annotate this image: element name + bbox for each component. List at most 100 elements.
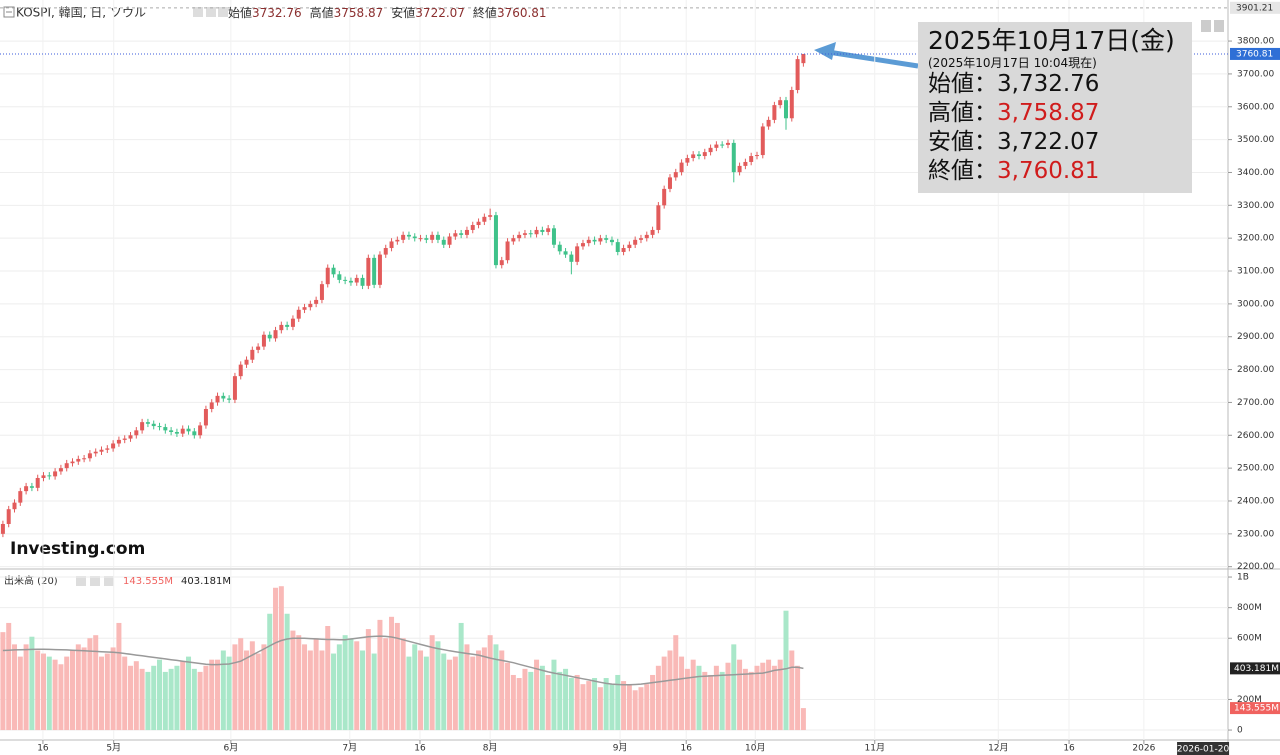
last-value-box [1230, 662, 1280, 675]
y-tick-label: 3600.00 [1237, 102, 1274, 112]
volume-bar [800, 708, 806, 731]
scroll-icon[interactable] [1214, 20, 1224, 32]
candle-body [633, 239, 638, 245]
collapse-icon[interactable] [3, 6, 15, 18]
volume-bar [621, 681, 627, 731]
volume-title: 出来高 (20) [4, 574, 58, 587]
annotation-label: 始値： [928, 71, 997, 97]
volume-bar [719, 671, 725, 731]
candle-body [151, 423, 156, 427]
volume-bar [319, 650, 325, 731]
candle-body [679, 162, 684, 173]
candle-body [93, 451, 98, 454]
legend-value: 3760.81 [497, 6, 547, 20]
candle-body [41, 475, 46, 478]
candle-body [267, 334, 272, 339]
candle-body [778, 100, 783, 106]
candle-body [331, 267, 336, 275]
candle-body [377, 254, 382, 285]
legend-value: 3732.76 [252, 6, 302, 20]
volume-bar [145, 671, 151, 731]
volume-bar [580, 684, 586, 731]
y-tick-label: 3200.00 [1237, 234, 1274, 244]
candle-body [308, 303, 313, 308]
volume-bar [447, 659, 453, 731]
x-tick-label: 12月 [988, 743, 1008, 754]
candle-body [650, 229, 655, 235]
candle-body [348, 280, 353, 283]
candle-body [499, 260, 504, 266]
y-tick-label: 3300.00 [1237, 201, 1274, 211]
candle-body [35, 477, 40, 488]
volume-bar [122, 656, 128, 731]
volume-bar [777, 659, 783, 731]
x-tick-label: 11月 [865, 743, 885, 754]
candle-body [598, 238, 603, 242]
volume-bar [418, 650, 424, 731]
candle-body [215, 395, 220, 403]
y-tick-label: 2400.00 [1237, 496, 1274, 506]
volume-bar [586, 681, 592, 731]
candle-body [389, 241, 394, 249]
last-value-box [1230, 702, 1280, 715]
candle-body [18, 491, 23, 503]
scroll-icon[interactable] [1201, 20, 1211, 32]
volume-bar [128, 665, 134, 731]
settings-icon[interactable] [193, 7, 203, 17]
candle-body [621, 248, 626, 252]
volume-bar [655, 665, 661, 731]
candle-body [441, 239, 446, 245]
volume-bar [597, 687, 603, 731]
volume-bar [180, 661, 186, 731]
volume-bar [638, 687, 644, 731]
candle-body [273, 330, 278, 339]
candle-body [789, 90, 794, 119]
x-tick-label: 8月 [483, 743, 498, 754]
volume-bar [713, 665, 719, 731]
volume-bar [534, 659, 540, 731]
candle-body [673, 172, 678, 178]
volume-bar [452, 656, 458, 731]
annotation-value: 3,758.87 [997, 100, 1100, 126]
candle-body [302, 307, 307, 310]
volume-bar [412, 644, 418, 731]
candle-body [383, 248, 388, 255]
volume-bar [238, 638, 244, 731]
y-tick-label: 2700.00 [1237, 398, 1274, 408]
y-tick-label: 1B [1237, 573, 1249, 583]
candle-body [157, 426, 162, 428]
close-icon[interactable] [218, 7, 228, 17]
volume-bar [174, 665, 180, 731]
volume-bar [23, 644, 29, 731]
legend-value: 3758.87 [334, 6, 384, 20]
candle-body [6, 509, 11, 524]
settings-icon[interactable] [76, 576, 86, 586]
candle-body [53, 471, 58, 477]
hide-icon[interactable] [206, 7, 216, 17]
candle-body [227, 398, 232, 400]
volume-bar [748, 671, 754, 731]
volume-bar [41, 653, 47, 731]
hide-icon[interactable] [90, 576, 100, 586]
volume-bar [0, 632, 6, 731]
volume-bar [249, 641, 255, 731]
volume-bar [302, 644, 308, 731]
candle-body [482, 216, 487, 222]
last-value-label: 143.555M [1234, 704, 1279, 714]
close-icon[interactable] [104, 576, 114, 586]
volume-bar [493, 644, 499, 731]
candle-body [540, 229, 545, 232]
volume-bar [226, 656, 232, 731]
volume-bar [336, 644, 342, 731]
annotation-label: 安値： [928, 129, 997, 155]
x-tick-label: 16 [680, 744, 692, 754]
candle-body [627, 244, 632, 249]
candle-body [749, 156, 754, 162]
last-price-label: 3760.81 [1236, 49, 1273, 59]
candle-body [12, 502, 17, 510]
annotation-row: 安値：3,722.07 [928, 128, 1182, 157]
annotation-label: 終値： [928, 158, 997, 184]
candle-body [696, 154, 701, 157]
y-tick-label: 2600.00 [1237, 431, 1274, 441]
